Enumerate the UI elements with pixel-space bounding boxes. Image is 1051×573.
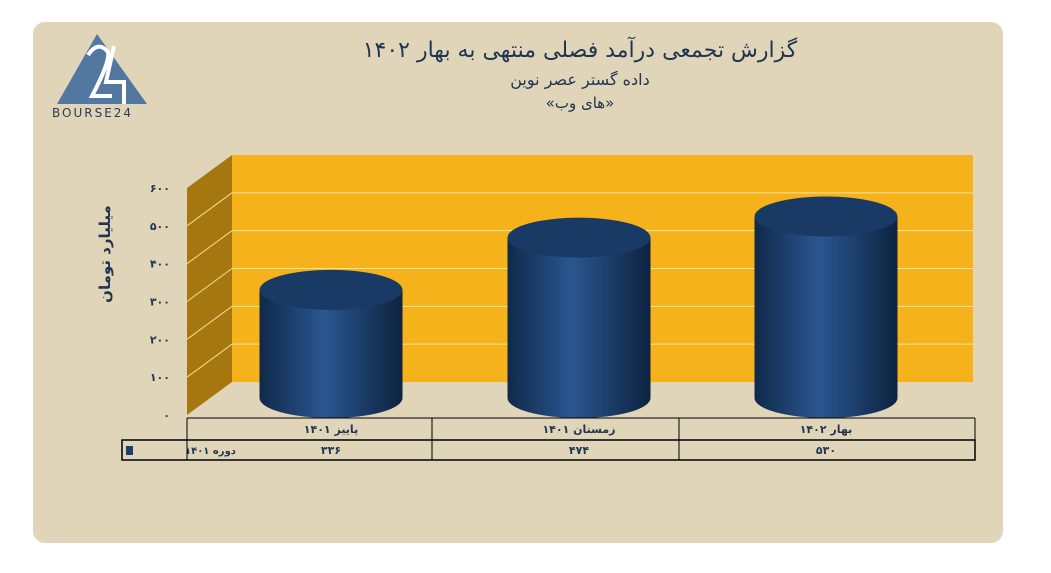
data-label: ۴۷۴ [569,444,589,457]
x-tick-label: پاییز ۱۴۰۱ [304,423,358,436]
logo-text: BOURSE24 [52,106,134,120]
chart-title: گزارش تجمعی درآمد فصلی منتهی به بهار ۱۴۰… [362,38,798,63]
bar-top [507,217,651,258]
x-tick-label: بهار ۱۴۰۲ [800,423,853,436]
y-tick-label: ۰ [163,409,170,422]
bar-top [754,196,898,237]
gridline-side [186,192,233,227]
y-tick-label: ۶۰۰ [150,182,170,195]
bar [754,216,898,418]
legend-swatch [126,446,133,455]
y-tick-label: ۱۰۰ [150,371,170,384]
gridline-side [186,268,233,302]
gridline-side [186,305,233,340]
x-tick-label: زمستان ۱۴۰۱ [542,423,615,436]
data-label: ۳۳۶ [321,444,341,457]
table-border [121,439,976,461]
legend-label: دوره ۱۴۰۱ [185,446,236,457]
chart-subtitle-2: «های وب» [545,94,615,112]
y-tick-label: ۵۰۰ [150,220,170,233]
bar [259,289,403,418]
data-label: ۵۳۰ [816,444,836,457]
y-tick-label: ۴۰۰ [150,258,170,271]
bar-top [259,269,403,310]
chart-subtitle: داده گستر عصر نوین [510,70,650,89]
y-tick-label: ۲۰۰ [150,333,170,346]
gridline-side [186,230,233,265]
bar [507,237,651,418]
y-tick-label: ۳۰۰ [150,296,170,309]
gridline-side [186,343,233,378]
